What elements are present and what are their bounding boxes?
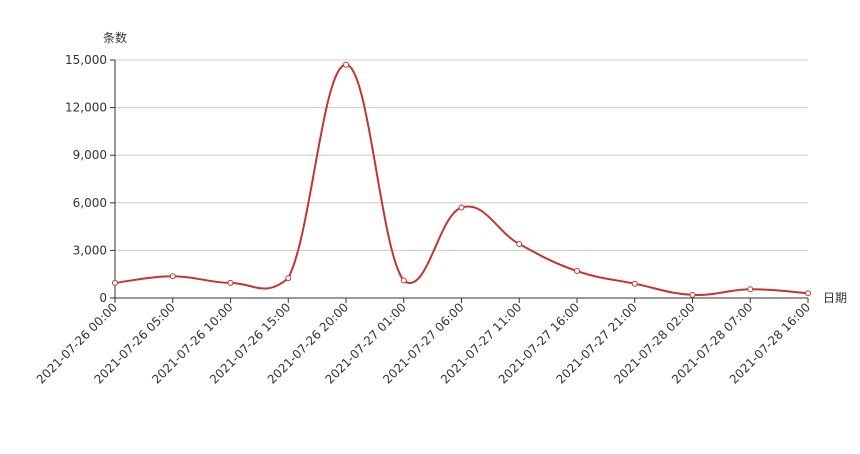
data-point [343,61,349,68]
data-point [400,277,407,284]
data-point [227,279,234,286]
axes [114,60,808,299]
y-axis-label: 条数 [103,30,127,45]
y-tick-label: 6,000 [73,196,107,210]
series-line [114,63,809,296]
data-point [805,290,811,297]
y-tick-label: 15,000 [65,53,107,67]
y-axis-ticks: 0 3,000 6,000 9,000 12,000 15,000 [65,53,115,305]
data-point [631,280,638,287]
data-point [516,241,523,248]
data-point [458,204,465,211]
y-tick-label: 0 [99,291,107,305]
data-point [169,273,176,280]
data-point [747,286,754,293]
data-point [689,291,696,298]
y-tick-label: 3,000 [73,243,107,257]
x-axis-label: 日期 [823,291,847,305]
y-tick-label: 9,000 [73,148,107,162]
y-tick-label: 12,000 [65,101,107,115]
data-point [112,279,118,286]
data-point [285,275,292,282]
series [112,61,811,298]
grid-lines [115,59,808,251]
data-point [574,268,580,275]
